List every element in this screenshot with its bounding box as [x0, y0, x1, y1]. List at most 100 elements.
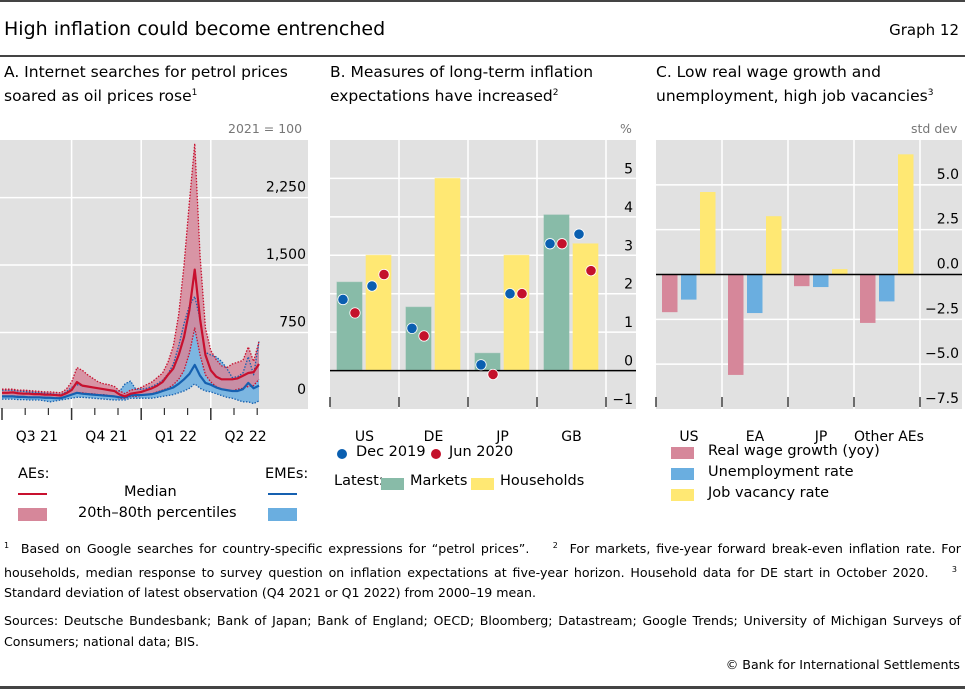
unemployment-bar [681, 274, 697, 300]
panel-c-ytick-label: −5.0 [925, 346, 959, 362]
graph-title: High inflation could become entrenched [4, 18, 386, 40]
households-bar [503, 254, 530, 372]
unemployment-bar [879, 274, 895, 302]
panel-c-xtick-label: EA [746, 429, 765, 445]
dec2019-dot [366, 280, 378, 292]
panel-b-ytick-label: 2 [624, 277, 633, 293]
legend-percentiles-label: 20th–80th percentiles [78, 505, 237, 521]
panel-b-ytick-label: 4 [624, 200, 633, 216]
legend-ae-band-swatch [18, 508, 47, 521]
legend-a-emes-label: EMEs: [265, 466, 309, 482]
panel-b-ytick-label: −1 [612, 392, 633, 408]
panel-a-ytick-label: 1,500 [266, 247, 306, 263]
graph-number: Graph 12 [889, 21, 959, 39]
panel-c-ytick-label: 2.5 [937, 212, 959, 228]
panel-a-xtick-label: Q4 21 [85, 429, 127, 445]
legend-markets-label: Markets [410, 473, 468, 489]
panel-b-xtick-label: DE [424, 429, 444, 445]
households-bar [434, 177, 461, 372]
legend-unemp-label: Unemployment rate [708, 464, 854, 480]
legend-dec2019-dot [337, 449, 347, 459]
eme-20th-line [2, 383, 260, 405]
legend-vac-swatch [671, 489, 694, 501]
panel-a-plot-area [0, 140, 308, 409]
legend-ae-median-swatch [18, 493, 47, 495]
markets-bar [543, 214, 570, 372]
panel-a-title: A. Internet searches for petrol prices s… [4, 63, 288, 106]
legend-eme-median-swatch [268, 493, 297, 495]
jun2020-dot [349, 307, 361, 319]
vacancy-bar [898, 154, 914, 275]
legend-households-swatch [471, 478, 494, 490]
jun2020-dot [585, 265, 597, 277]
legend-jun2020-label: Jun 2020 [449, 444, 514, 460]
legend-a-aes-label: AEs: [18, 466, 50, 482]
legend-households-label: Households [500, 473, 585, 489]
panel-c-xtick-label: Other AEs [854, 429, 924, 445]
legend-jun2020-dot [431, 449, 441, 459]
panel-a-xtick-label: Q3 21 [16, 429, 58, 445]
dec2019-dot [337, 293, 349, 306]
vacancy-bar [832, 269, 848, 275]
title-rule [0, 55, 965, 57]
eme-80th-line [2, 295, 260, 396]
panel-b-ytick-label: 5 [624, 161, 633, 177]
vacancy-bar [700, 192, 716, 275]
panel-b-ytick-label: 1 [624, 315, 633, 331]
unemployment-bar [747, 274, 763, 314]
panel-a-xtick-label: Q1 22 [155, 429, 197, 445]
panel-b-title: B. Measures of long-term inflation expec… [330, 63, 594, 106]
panel-a-ytick-label: 2,250 [266, 180, 306, 196]
dec2019-dot [573, 228, 585, 240]
ae-median-line [2, 268, 260, 398]
dec2019-dot [406, 322, 418, 334]
jun2020-dot [378, 268, 390, 281]
panel-c-ytick-label: 0.0 [937, 257, 959, 273]
panel-b-xtick-label: US [355, 429, 374, 445]
dec2019-dot [475, 359, 487, 371]
panel-b-ytick-label: 3 [624, 238, 633, 254]
legend-markets-swatch [381, 478, 404, 490]
panel-b-unit: % [620, 121, 632, 136]
panel-c-ytick-label: −2.5 [925, 301, 959, 317]
wage-bar [662, 274, 678, 313]
bottom-rule [0, 686, 965, 689]
panel-a-xtick-label: Q2 22 [224, 429, 266, 445]
legend-unemp-swatch [671, 468, 694, 480]
panel-c-xtick-label: JP [814, 429, 828, 445]
jun2020-dot [487, 368, 499, 381]
dec2019-dot [504, 288, 516, 300]
panel-a-ytick-label: 750 [279, 315, 306, 331]
jun2020-dot [418, 330, 430, 342]
sources: Sources: Deutsche Bundesbank; Bank of Ja… [4, 613, 961, 649]
legend-eme-band-swatch [268, 508, 297, 521]
panel-b-xtick-label: GB [561, 429, 581, 445]
legend-wage-label: Real wage growth (yoy) [708, 443, 880, 459]
panel-a-unit: 2021 = 100 [228, 121, 303, 136]
unemployment-bar [813, 274, 829, 288]
footnotes: 1 Based on Google searches for country-s… [4, 541, 961, 601]
jun2020-dot [516, 288, 528, 300]
legend-median-label: Median [124, 484, 177, 500]
households-bar [572, 243, 599, 372]
dec2019-dot [544, 238, 556, 250]
panel-b-xtick-label: JP [495, 429, 509, 445]
wage-bar [794, 274, 810, 287]
legend-dec2019-label: Dec 2019 [356, 444, 426, 460]
legend-vac-label: Job vacancy rate [708, 485, 830, 501]
eme-median-line [2, 363, 260, 400]
jun2020-dot [556, 238, 568, 250]
legend-latest-label: Latest: [334, 473, 384, 489]
panel-c-title: C. Low real wage growth and unemployment… [656, 63, 934, 106]
top-rule [0, 0, 965, 2]
panel-c-unit: std dev [911, 121, 958, 136]
wage-bar [728, 274, 744, 375]
ae-80th-line [2, 142, 260, 395]
legend-wage-swatch [671, 447, 694, 459]
panel-b-ytick-label: 0 [624, 354, 633, 370]
copyright: © Bank for International Settlements [725, 657, 960, 672]
panel-c-ytick-label: −7.5 [925, 391, 959, 407]
vacancy-bar [766, 216, 782, 275]
panel-a-ytick-label: 0 [297, 382, 306, 398]
